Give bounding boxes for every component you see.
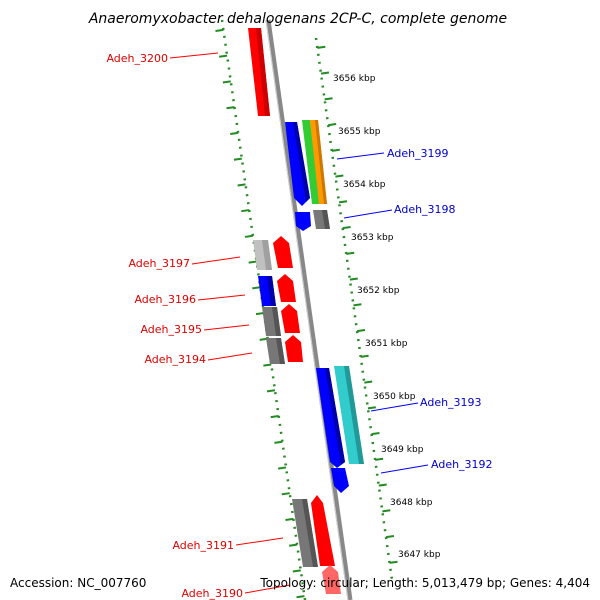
tick-marks-right (317, 45, 398, 564)
ring-tick (338, 200, 348, 204)
ring-tick (289, 543, 298, 547)
gene-label[interactable]: Adeh_3190 (181, 587, 243, 600)
ring-tick (389, 560, 398, 564)
kbp-label: 3656 kbp (333, 74, 376, 84)
kbp-label: 3647 kbp (398, 550, 441, 560)
ring-tick (274, 440, 283, 444)
kbp-label: 3655 kbp (338, 127, 381, 137)
gene-label[interactable]: Adeh_3191 (172, 539, 234, 552)
ring-tick (219, 54, 228, 58)
ring-tick (270, 414, 279, 419)
genome-summary-text: Topology: circular; Length: 5,013,479 bp… (259, 576, 590, 590)
gene-adeh-3193-blue-shade (325, 368, 345, 465)
gene-adeh-3200-shade (256, 28, 270, 116)
ring-tick (292, 569, 301, 573)
ring-tick (331, 148, 340, 152)
ring-tick (353, 303, 362, 307)
gene-label[interactable]: Adeh_3200 (106, 52, 168, 65)
gene-adeh-3193-cyan-shade (344, 366, 364, 464)
ring-tick (375, 457, 384, 461)
kbp-label: 3648 kbp (390, 498, 433, 508)
gene-adeh-3190-red[interactable] (322, 565, 341, 594)
gene-adeh-3191-red[interactable] (311, 495, 335, 566)
ring-tick (296, 595, 305, 599)
ring-tick (378, 483, 387, 487)
gene-adeh-3194-gray-shade (276, 338, 285, 364)
gene-adeh-3196-red[interactable] (277, 274, 296, 302)
ring-tick (320, 71, 330, 75)
outer-ring-left (220, 19, 307, 600)
callouts-left (169, 52, 291, 594)
ring-tick (367, 406, 376, 410)
kbp-label: 3653 kbp (351, 233, 394, 243)
gene-adeh-3198-gray-shade (322, 210, 330, 229)
gene-adeh-3195-red[interactable] (281, 304, 300, 333)
genome-backbone (265, 19, 353, 600)
gene-label[interactable]: Adeh_3193 (420, 396, 482, 409)
gene-adeh-3192-blue[interactable] (331, 468, 349, 493)
accession-text: Accession: NC_007760 (10, 576, 146, 590)
gene-labels-left: Adeh_3200 Adeh_3197 Adeh_3196 Adeh_3195 … (106, 52, 243, 600)
gene-adeh-3199-green[interactable] (302, 120, 320, 204)
ring-tick (281, 492, 290, 496)
kbp-label: 3650 kbp (373, 392, 416, 402)
ring-tick (226, 106, 235, 110)
ring-tick (233, 157, 242, 161)
gene-labels-right: Adeh_3199 Adeh_3198 Adeh_3193 Adeh_3192 (387, 147, 493, 471)
gene-adeh-3199-orange-shade (315, 120, 327, 204)
gene-adeh-3197-red[interactable] (273, 236, 293, 268)
gene-label[interactable]: Adeh_3197 (128, 257, 190, 270)
ring-tick (382, 509, 391, 513)
ring-tick (342, 226, 351, 230)
ring-tick (371, 432, 380, 436)
ring-tick (328, 123, 337, 127)
ring-tick (360, 354, 369, 358)
gene-adeh-3194-red[interactable] (285, 335, 303, 362)
scale-labels: 3656 kbp 3655 kbp 3654 kbp 3653 kbp 3652… (333, 74, 441, 560)
ring-tick (222, 80, 231, 84)
ring-tick (324, 97, 333, 101)
map-title: Anaeromyxobacter dehalogenans 2CP-C, com… (88, 11, 507, 27)
ring-tick (356, 329, 366, 333)
gene-adeh-3195-gray-shade (272, 307, 281, 336)
callouts-right (336, 152, 429, 474)
kbp-label: 3654 kbp (343, 180, 386, 190)
gene-label[interactable]: Adeh_3195 (140, 323, 202, 336)
gene-adeh-3196-blue-shade (267, 276, 276, 306)
ring-tick (215, 28, 224, 33)
ring-tick (277, 466, 287, 470)
gene-label[interactable]: Adeh_3194 (144, 353, 206, 366)
ring-tick (317, 45, 326, 49)
genome-backbone-highlight (265, 19, 349, 600)
gene-label[interactable]: Adeh_3199 (387, 147, 449, 160)
kbp-label: 3651 kbp (365, 339, 408, 349)
gene-label[interactable]: Adeh_3198 (394, 203, 456, 216)
ring-tick (349, 277, 358, 281)
ring-tick (346, 251, 355, 255)
ring-tick (230, 131, 239, 135)
gene-adeh-3198-blue[interactable] (295, 212, 311, 231)
ring-tick (263, 363, 272, 367)
gene-adeh-3197-light-shade (262, 240, 272, 270)
outer-ring-right (314, 37, 394, 581)
ring-tick (244, 234, 254, 238)
kbp-label: 3652 kbp (357, 286, 400, 296)
gene-adeh-3191-gray-shade (302, 499, 318, 567)
gene-adeh-3199-blue-shade (293, 122, 310, 202)
ring-tick (385, 535, 395, 539)
ring-tick (248, 260, 257, 264)
ring-tick (255, 312, 265, 316)
ring-tick (241, 209, 250, 213)
tick-marks-left (215, 28, 305, 599)
ring-tick (335, 174, 344, 178)
ring-tick (364, 380, 373, 384)
ring-tick (285, 517, 294, 522)
ring-tick (237, 183, 246, 187)
gene-label[interactable]: Adeh_3196 (134, 293, 196, 306)
ring-tick (252, 286, 261, 290)
ring-tick (266, 389, 276, 393)
gene-label[interactable]: Adeh_3192 (431, 458, 493, 471)
kbp-label: 3649 kbp (381, 445, 424, 455)
